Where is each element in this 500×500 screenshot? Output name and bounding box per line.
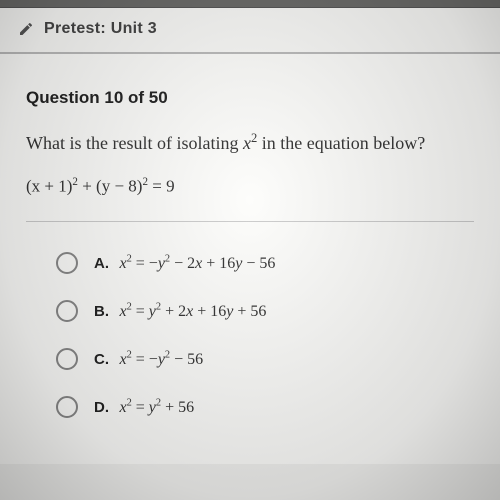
question-heading: Question 10 of 50	[26, 88, 474, 108]
eq-plus: +	[78, 177, 96, 196]
radio-d[interactable]	[56, 396, 78, 418]
eq-rhs: 9	[166, 177, 175, 196]
question-equation: (x + 1)2 + (y − 8)2 = 9	[26, 176, 474, 197]
option-d-math: x2 = y2 + 56	[119, 399, 194, 416]
browser-chrome-bar	[0, 0, 500, 8]
options-list: A. x2 = −y2 − 2x + 16y − 56 B. x2 = y2 +…	[26, 252, 474, 418]
eq-lhs2-base: (y − 8)	[96, 177, 142, 196]
prompt-var: x	[243, 133, 251, 153]
radio-b[interactable]	[56, 300, 78, 322]
option-d-content: D. x2 = y2 + 56	[94, 397, 194, 416]
option-a-math: x2 = −y2 − 2x + 16y − 56	[119, 255, 275, 272]
eq-eq: =	[148, 177, 166, 196]
divider	[26, 221, 474, 222]
radio-a[interactable]	[56, 252, 78, 274]
option-b-letter: B.	[94, 303, 109, 320]
option-b[interactable]: B. x2 = y2 + 2x + 16y + 56	[56, 300, 474, 322]
prompt-prefix: What is the result of isolating	[26, 133, 243, 153]
option-c[interactable]: C. x2 = −y2 − 56	[56, 348, 474, 370]
option-a[interactable]: A. x2 = −y2 − 2x + 16y − 56	[56, 252, 474, 274]
question-panel: Question 10 of 50 What is the result of …	[0, 54, 500, 464]
question-prompt: What is the result of isolating x2 in th…	[26, 130, 474, 156]
pencil-icon	[18, 21, 34, 37]
option-a-content: A. x2 = −y2 − 2x + 16y − 56	[94, 253, 275, 272]
option-c-math: x2 = −y2 − 56	[119, 351, 203, 368]
page-header: Pretest: Unit 3	[0, 8, 500, 54]
option-d[interactable]: D. x2 = y2 + 56	[56, 396, 474, 418]
option-b-content: B. x2 = y2 + 2x + 16y + 56	[94, 301, 266, 320]
prompt-suffix: in the equation below?	[257, 133, 425, 153]
option-b-math: x2 = y2 + 2x + 16y + 56	[119, 303, 266, 320]
option-d-letter: D.	[94, 399, 109, 416]
header-title: Pretest: Unit 3	[44, 20, 157, 38]
option-c-content: C. x2 = −y2 − 56	[94, 349, 203, 368]
radio-c[interactable]	[56, 348, 78, 370]
option-c-letter: C.	[94, 351, 109, 368]
option-a-letter: A.	[94, 255, 109, 272]
eq-lhs1-base: (x + 1)	[26, 177, 72, 196]
